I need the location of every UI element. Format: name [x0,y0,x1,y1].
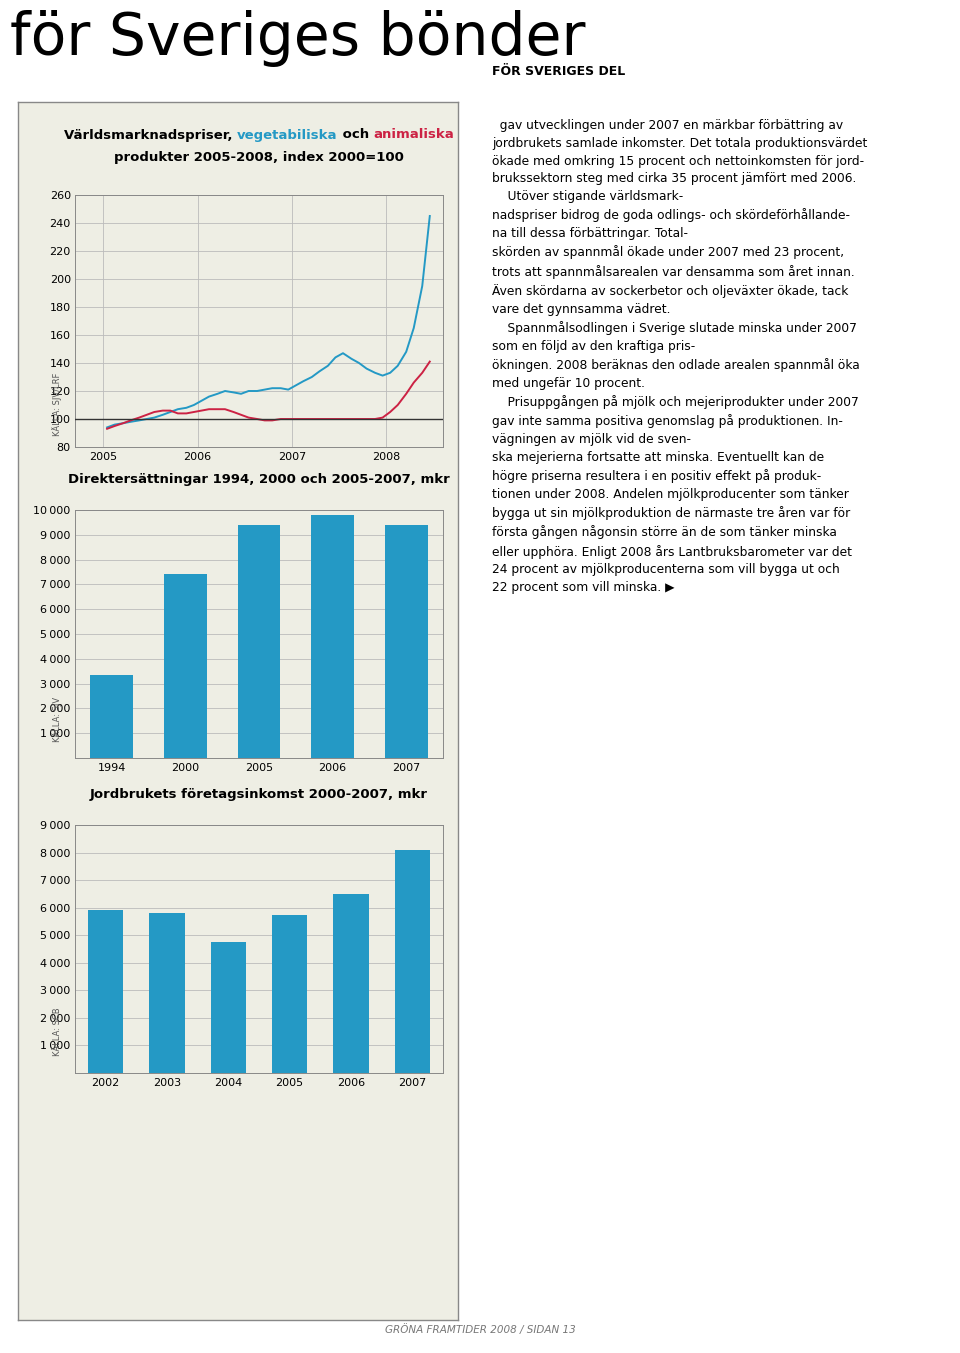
Bar [164,575,206,758]
Bar [88,911,124,1073]
Text: KÄLLA: SJV/LRF: KÄLLA: SJV/LRF [52,372,62,436]
Bar [90,675,133,758]
Bar [311,515,354,758]
Text: Direktersättningar 1994, 2000 och 2005-2007, mkr: Direktersättningar 1994, 2000 och 2005-2… [68,474,450,487]
Text: Jordbrukets företagsinkomst 2000-2007, mkr: Jordbrukets företagsinkomst 2000-2007, m… [90,789,428,801]
Bar [272,915,307,1073]
Text: för Sveriges bönder: för Sveriges bönder [10,9,585,68]
Text: animaliska: animaliska [373,129,454,142]
Bar [395,850,430,1073]
Text: FÖR SVERIGES DEL: FÖR SVERIGES DEL [492,65,625,78]
Text: vegetabiliska: vegetabiliska [237,129,338,142]
Text: KÄLLA: SCB: KÄLLA: SCB [53,1008,61,1057]
Text: Världsmarknadspriser,: Världsmarknadspriser, [64,129,237,142]
Text: och: och [338,129,373,142]
Bar [333,894,369,1073]
Text: gav utvecklingen under 2007 en märkbar förbättring av
jordbrukets samlade inkoms: gav utvecklingen under 2007 en märkbar f… [492,119,868,594]
Bar [149,913,184,1073]
Bar [210,942,246,1073]
Text: produkter 2005-2008, index 2000=100: produkter 2005-2008, index 2000=100 [114,150,404,164]
Bar [238,525,280,758]
Bar [385,525,427,758]
Text: KÄLLA: SJV: KÄLLA: SJV [52,697,62,741]
Text: GRÖNA FRAMTIDER 2008 / SIDAN 13: GRÖNA FRAMTIDER 2008 / SIDAN 13 [385,1325,575,1335]
